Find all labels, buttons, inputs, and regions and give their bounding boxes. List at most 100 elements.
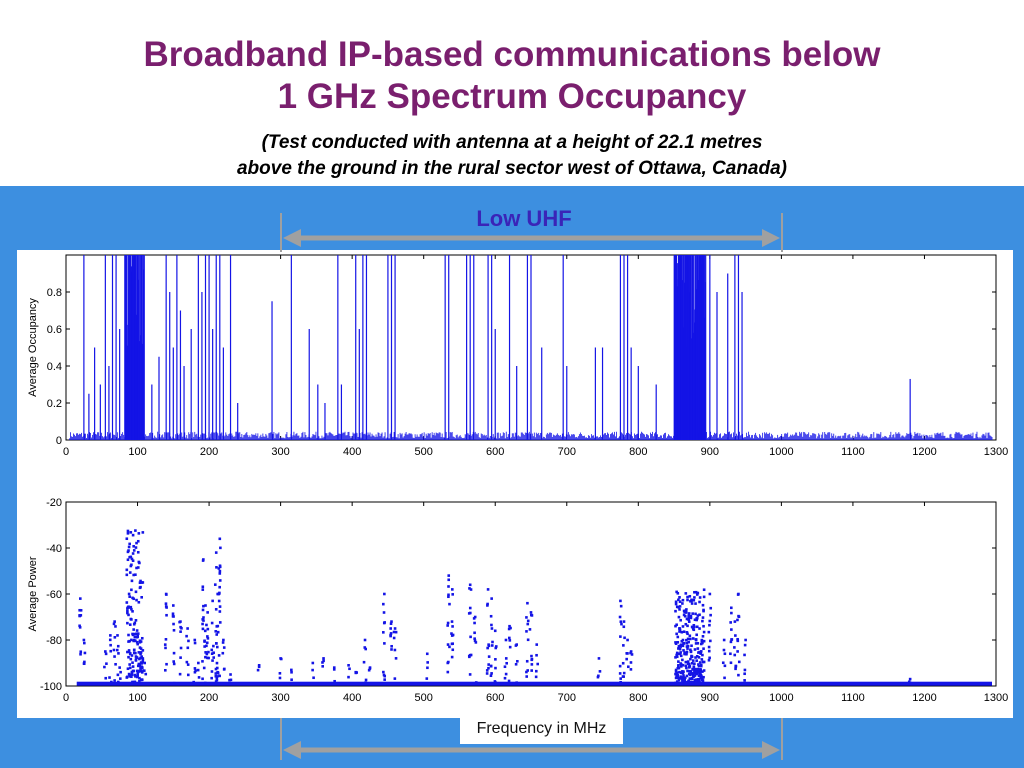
power-peak-point <box>210 621 214 625</box>
power-peak-point <box>143 661 146 665</box>
power-peak-point <box>197 676 201 679</box>
power-cluster-point <box>695 625 699 629</box>
power-cluster-point <box>134 651 137 655</box>
power-cluster-point <box>140 596 143 599</box>
power-peak-point <box>507 679 511 683</box>
power-cluster-point <box>682 630 686 634</box>
subtitle-line-1: (Test conducted with antenna at a height… <box>261 132 763 153</box>
power-peak-point <box>622 620 626 623</box>
power-cluster-point <box>698 627 701 630</box>
power-peak-point <box>363 646 367 649</box>
power-peak-point <box>707 658 711 662</box>
power-cluster-point <box>682 680 685 684</box>
power-peak-point <box>486 588 490 591</box>
power-peak-point <box>709 613 712 617</box>
power-peak-point <box>622 675 625 678</box>
power-peak-point <box>507 627 511 631</box>
power-peak-point <box>469 588 473 591</box>
power-cluster-point <box>684 592 688 595</box>
power-cluster-point <box>136 632 140 635</box>
power-cluster-point <box>699 664 703 668</box>
power-peak-point <box>201 677 204 681</box>
power-cluster-point <box>695 655 699 658</box>
power-peak-point <box>736 637 739 641</box>
power-cluster-point <box>136 672 139 676</box>
power-peak-point <box>79 597 82 600</box>
power-cluster-point <box>141 660 145 664</box>
power-peak-point <box>214 607 218 611</box>
power-peak-point <box>736 618 739 622</box>
power-peak-point <box>487 663 490 666</box>
y-tick-label: 0.8 <box>47 287 62 299</box>
power-peak-point <box>525 670 528 674</box>
power-peak-point <box>448 645 451 649</box>
power-cluster-point <box>688 634 692 638</box>
power-cluster-point <box>135 566 138 570</box>
power-cluster-point <box>687 618 690 622</box>
x-axis-caption: Frequency in MHz <box>460 714 623 744</box>
power-peak-point <box>489 664 493 668</box>
power-cluster-point <box>135 682 138 685</box>
power-peak-point <box>215 677 219 680</box>
power-peak-point <box>278 676 282 680</box>
power-peak-point <box>204 651 207 654</box>
power-cluster-point <box>691 672 694 675</box>
power-cluster-point <box>132 573 135 577</box>
power-peak-point <box>104 652 108 656</box>
x-tick-label: 400 <box>343 446 361 458</box>
power-cluster-point <box>128 571 132 574</box>
power-peak-point <box>116 680 120 684</box>
power-cluster-point <box>692 628 696 632</box>
power-cluster-point <box>128 639 131 643</box>
power-cluster-point <box>674 656 677 659</box>
power-peak-point <box>203 640 206 643</box>
power-peak-point <box>212 651 215 655</box>
power-peak-point <box>630 653 634 656</box>
x-tick-label: 100 <box>128 446 146 458</box>
power-peak-point <box>79 609 83 612</box>
power-cluster-point <box>136 674 139 678</box>
subtitle-line-2: above the ground in the rural sector wes… <box>236 158 788 179</box>
x-tick-label: 1000 <box>769 446 793 458</box>
x-tick-label: 300 <box>271 692 289 704</box>
power-peak-point <box>489 614 493 618</box>
power-peak-point <box>83 651 87 655</box>
power-peak-point <box>393 627 397 630</box>
power-peak-point <box>534 675 538 679</box>
power-cluster-point <box>682 641 686 645</box>
power-peak-point <box>217 592 221 596</box>
power-cluster-point <box>136 539 140 543</box>
power-cluster-point <box>696 614 700 617</box>
power-peak-point <box>505 661 508 665</box>
power-peak-point <box>206 635 209 638</box>
power-cluster-point <box>695 618 698 622</box>
y-tick-label: 0.4 <box>47 361 62 373</box>
y-tick-label: -80 <box>46 635 62 647</box>
power-cluster-point <box>131 661 134 664</box>
power-cluster-point <box>702 595 706 599</box>
power-cluster-point <box>130 607 133 611</box>
power-cluster-point <box>678 600 682 603</box>
power-peak-point <box>469 611 472 615</box>
power-peak-point <box>312 676 315 680</box>
power-cluster-point <box>687 640 690 644</box>
power-peak-point <box>211 659 214 662</box>
power-cluster-point <box>140 666 144 669</box>
power-peak-point <box>186 663 190 666</box>
power-peak-point <box>218 569 222 573</box>
power-cluster-point <box>682 649 685 652</box>
power-cluster-point <box>132 544 135 548</box>
power-peak-point <box>82 638 86 642</box>
power-cluster-point <box>694 590 698 594</box>
power-peak-point <box>165 606 168 609</box>
power-peak-point <box>210 648 214 652</box>
power-peak-point <box>908 677 912 681</box>
power-peak-point <box>206 637 210 640</box>
power-cluster-point <box>130 675 133 679</box>
power-cluster-point <box>689 670 693 673</box>
power-cluster-point <box>685 611 688 614</box>
power-cluster-point <box>125 682 129 685</box>
power-peak-point <box>743 643 747 647</box>
power-peak-point <box>597 674 600 678</box>
power-peak-point <box>474 681 478 684</box>
